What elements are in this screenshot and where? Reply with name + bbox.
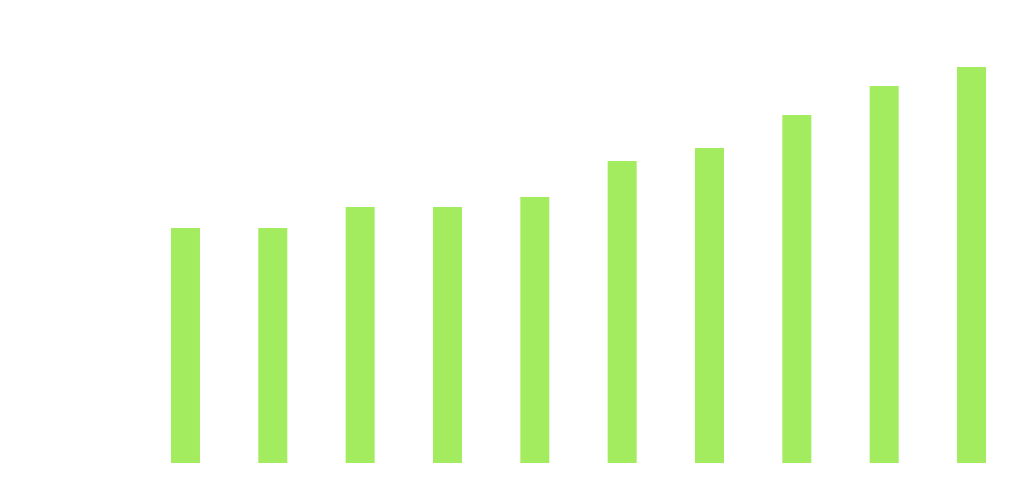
bar [957, 67, 987, 463]
bar [869, 86, 899, 463]
bar [607, 161, 637, 463]
bar [432, 207, 462, 463]
bar [345, 207, 375, 463]
bar [170, 228, 200, 463]
bar [520, 197, 550, 463]
bar [782, 115, 812, 463]
bar [258, 228, 288, 463]
bar [695, 148, 725, 463]
